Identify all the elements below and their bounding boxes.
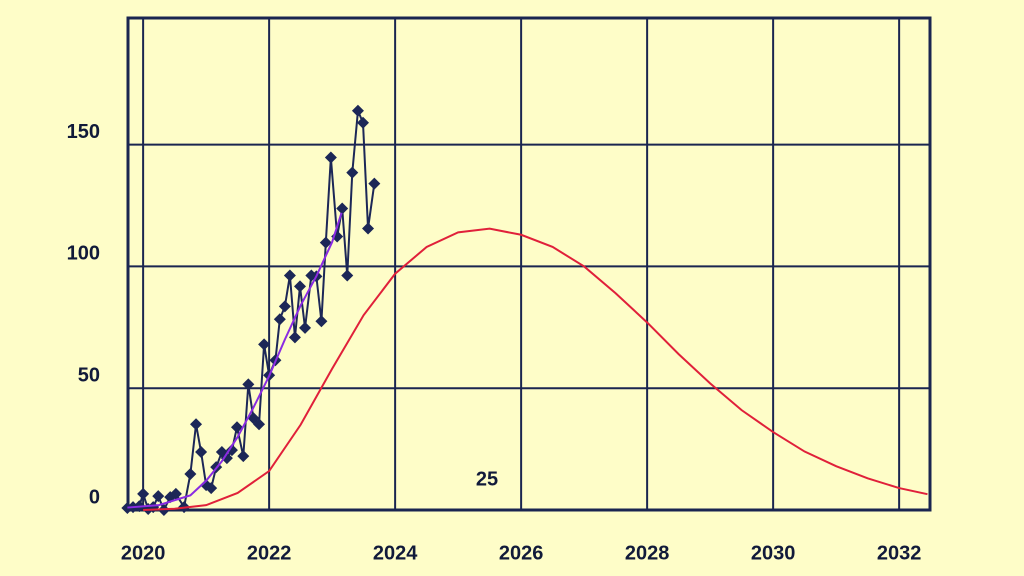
- plot: 0 50 100 150 2020 2022 2024 2026 2028 2030 2032: [67, 18, 930, 564]
- data-point: [283, 269, 296, 282]
- series-line: [127, 212, 343, 509]
- data-point: [137, 487, 150, 500]
- data-point: [362, 222, 375, 235]
- data-point: [220, 452, 233, 465]
- plot-frame: [126, 16, 932, 512]
- data-point: [242, 378, 255, 391]
- data-point: [346, 166, 359, 179]
- data-point: [230, 421, 243, 434]
- data-point: [299, 321, 312, 334]
- data-point: [368, 177, 381, 190]
- data-point: [190, 418, 203, 431]
- x-tick-label: 2022: [247, 542, 292, 564]
- data-point: [293, 280, 306, 293]
- data-point: [324, 151, 337, 164]
- data-point: [351, 104, 364, 117]
- data-point: [152, 490, 165, 503]
- data-point: [288, 331, 301, 344]
- data-point: [273, 313, 286, 326]
- data-point: [258, 338, 271, 351]
- data-point: [315, 315, 328, 328]
- data-point: [356, 116, 369, 129]
- data-point: [225, 444, 238, 457]
- data-point: [253, 418, 266, 431]
- series-line: [127, 110, 376, 513]
- data-point: [169, 487, 182, 500]
- y-tick-label: 100: [67, 243, 100, 265]
- x-tick-label: 2020: [121, 542, 166, 564]
- y-tick-label: 150: [67, 121, 100, 143]
- data-point: [278, 300, 291, 313]
- x-tick-label: 2026: [499, 542, 544, 564]
- y-tick-label: 0: [89, 486, 100, 508]
- series-line: [143, 227, 928, 511]
- x-tick-label: 2024: [373, 542, 418, 564]
- x-tick-label: 2030: [751, 542, 796, 564]
- data-point: [184, 467, 197, 480]
- x-tick-label: 2032: [877, 542, 922, 564]
- annotation: 25: [476, 468, 498, 490]
- data-point: [336, 202, 349, 215]
- data-point: [237, 450, 250, 463]
- data-point: [341, 269, 354, 282]
- data-point: [319, 236, 332, 249]
- y-tick-label: 50: [78, 364, 100, 386]
- data-point: [195, 446, 208, 459]
- data-point: [205, 482, 218, 495]
- x-tick-label: 2028: [625, 542, 670, 564]
